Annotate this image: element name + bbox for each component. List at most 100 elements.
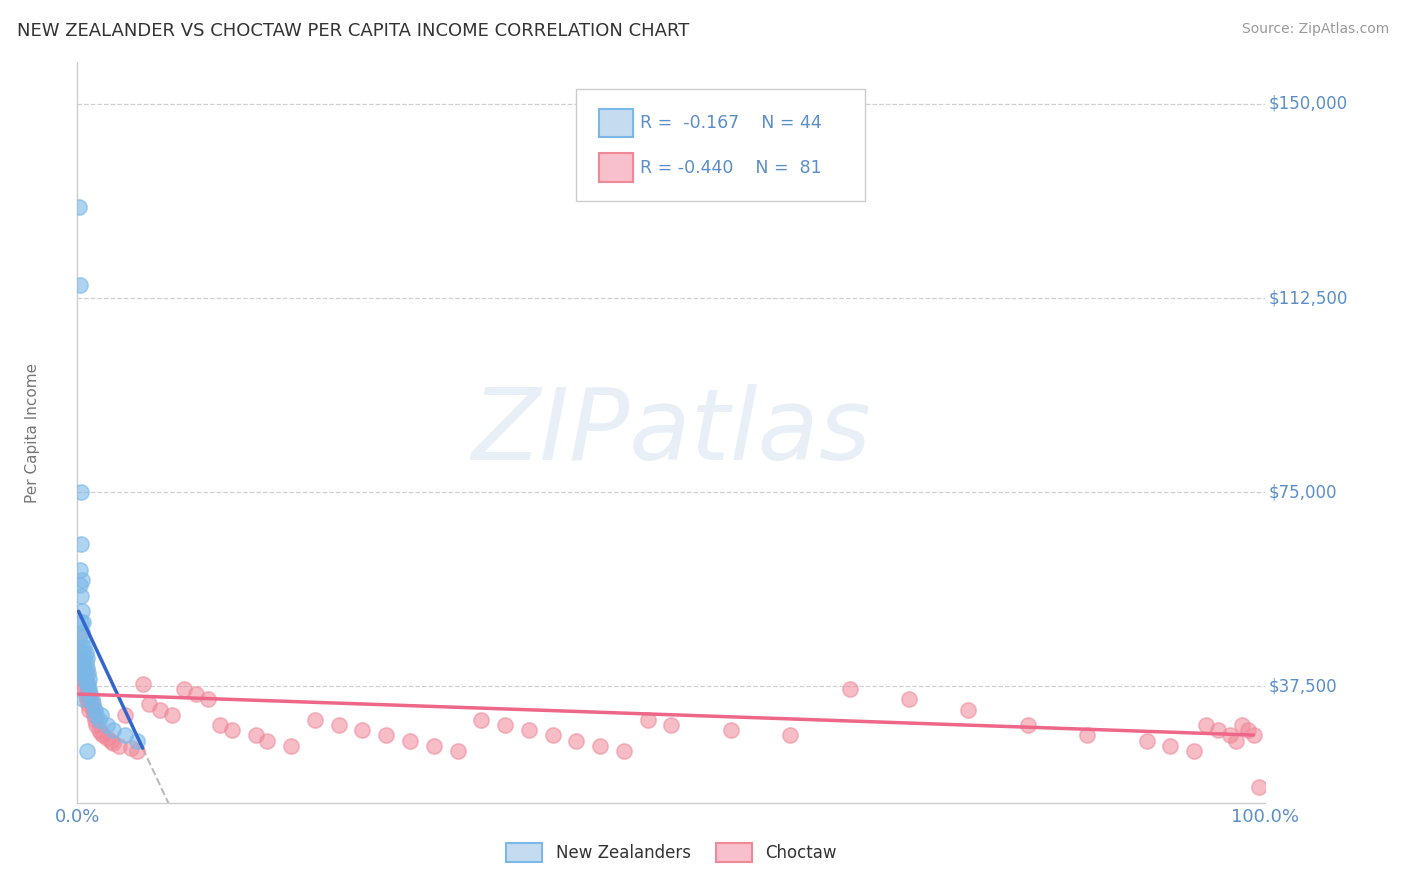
Point [494,718,516,732]
Point [1159,739,1181,753]
Point [208,718,231,732]
Point [76,661,98,675]
Point [661,718,683,732]
Point [77,681,100,696]
Point [72,656,94,670]
Point [186,687,208,701]
Point [838,681,860,696]
Point [470,713,492,727]
Point [304,713,326,727]
Point [77,666,100,681]
Text: NEW ZEALANDER VS CHOCTAW PER CAPITA INCOME CORRELATION CHART: NEW ZEALANDER VS CHOCTAW PER CAPITA INCO… [17,22,689,40]
Point [125,744,148,758]
Point [72,615,94,629]
Point [76,677,98,691]
Point [446,744,468,758]
Point [399,733,422,747]
Point [1136,733,1159,747]
Point [138,698,160,712]
Point [69,278,91,293]
Point [86,718,108,732]
Point [162,707,184,722]
Text: R =  -0.167    N = 44: R = -0.167 N = 44 [640,114,821,132]
Point [1225,733,1247,747]
Point [957,703,980,717]
Point [96,718,118,732]
Point [73,650,96,665]
Point [1206,723,1229,738]
Point [100,733,122,747]
Point [76,692,98,706]
Point [80,692,103,706]
Point [70,656,93,670]
Point [67,201,90,215]
Point [77,672,100,686]
Point [613,744,636,758]
Point [67,630,90,644]
Point [541,729,564,743]
Point [70,672,93,686]
Point [72,646,94,660]
Point [70,615,93,629]
Point [565,733,588,747]
Point [108,739,131,753]
Point [75,646,97,660]
Point [280,739,302,753]
Point [90,726,112,740]
Point [352,723,374,738]
Point [328,718,350,732]
Point [75,672,97,686]
Point [69,578,91,592]
Point [90,707,112,722]
Point [1195,718,1218,732]
Point [82,698,104,712]
Point [79,687,101,701]
Point [101,736,124,750]
Text: $75,000: $75,000 [1270,483,1337,501]
Text: Per Capita Income: Per Capita Income [25,362,39,503]
Point [73,672,96,686]
Point [1219,729,1241,743]
Point [80,698,103,712]
Point [73,666,96,681]
Point [375,729,398,743]
Point [517,723,540,738]
Point [75,666,97,681]
Point [637,713,659,727]
Point [101,723,124,738]
Text: $37,500: $37,500 [1270,677,1337,695]
Point [73,640,96,655]
Point [114,729,136,743]
Text: $112,500: $112,500 [1270,289,1348,307]
Point [72,650,94,665]
Point [87,723,110,738]
Point [86,707,108,722]
Point [76,650,98,665]
Point [73,681,96,696]
Point [70,604,93,618]
Point [83,707,105,722]
Text: R = -0.440    N =  81: R = -0.440 N = 81 [640,159,821,177]
Point [76,744,98,758]
Point [70,573,93,587]
Point [114,707,136,722]
Point [73,661,96,675]
Point [87,713,110,727]
Point [221,723,243,738]
Point [1236,723,1258,738]
Point [1249,780,1271,795]
Point [197,692,219,706]
Point [76,677,98,691]
Point [589,739,612,753]
Point [70,666,93,681]
Point [77,681,100,696]
Point [82,703,104,717]
Point [72,630,94,644]
Point [70,661,93,675]
Point [75,656,97,670]
Point [72,677,94,691]
Text: Source: ZipAtlas.com: Source: ZipAtlas.com [1241,22,1389,37]
Legend: New Zealanders, Choctaw: New Zealanders, Choctaw [499,836,844,869]
Point [245,729,267,743]
Point [96,731,118,745]
